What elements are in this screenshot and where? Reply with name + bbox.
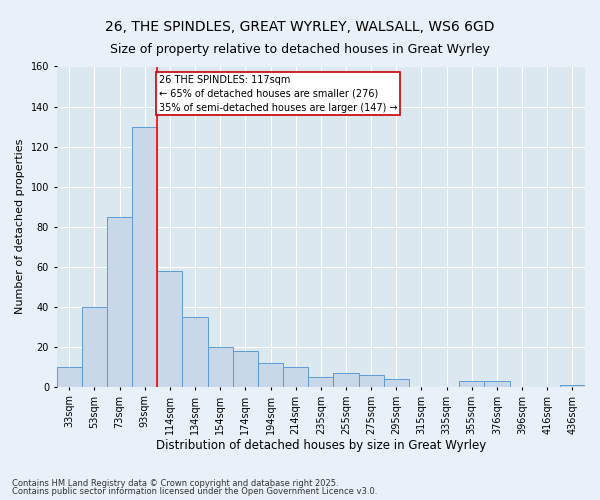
Bar xyxy=(484,381,509,387)
Text: 26, THE SPINDLES, GREAT WYRLEY, WALSALL, WS6 6GD: 26, THE SPINDLES, GREAT WYRLEY, WALSALL,… xyxy=(105,20,495,34)
Bar xyxy=(384,379,409,387)
Bar xyxy=(233,351,258,387)
Bar xyxy=(258,363,283,387)
Bar xyxy=(334,373,359,387)
Bar xyxy=(132,126,157,387)
Bar xyxy=(283,367,308,387)
Bar xyxy=(56,367,82,387)
Bar xyxy=(359,375,384,387)
X-axis label: Distribution of detached houses by size in Great Wyrley: Distribution of detached houses by size … xyxy=(156,440,486,452)
Bar xyxy=(308,377,334,387)
Text: 26 THE SPINDLES: 117sqm
← 65% of detached houses are smaller (276)
35% of semi-d: 26 THE SPINDLES: 117sqm ← 65% of detache… xyxy=(158,74,397,112)
Text: Contains HM Land Registry data © Crown copyright and database right 2025.: Contains HM Land Registry data © Crown c… xyxy=(12,478,338,488)
Bar xyxy=(182,316,208,387)
Bar xyxy=(459,381,484,387)
Bar xyxy=(157,270,182,387)
Bar xyxy=(107,216,132,387)
Text: Size of property relative to detached houses in Great Wyrley: Size of property relative to detached ho… xyxy=(110,42,490,56)
Y-axis label: Number of detached properties: Number of detached properties xyxy=(15,139,25,314)
Bar xyxy=(208,347,233,387)
Bar xyxy=(82,306,107,387)
Bar xyxy=(560,385,585,387)
Title: Size of property relative to detached houses in Great Wyrley: Size of property relative to detached ho… xyxy=(0,499,1,500)
Text: Contains public sector information licensed under the Open Government Licence v3: Contains public sector information licen… xyxy=(12,487,377,496)
